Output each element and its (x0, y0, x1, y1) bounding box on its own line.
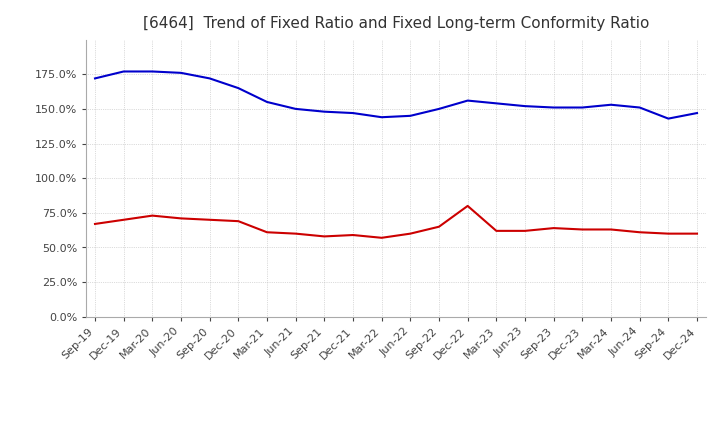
Fixed Long-term Conformity Ratio (348, 232, 357, 238)
Fixed Ratio (521, 103, 529, 109)
Line: Fixed Long-term Conformity Ratio: Fixed Long-term Conformity Ratio (95, 206, 697, 238)
Fixed Ratio (607, 102, 616, 107)
Fixed Ratio (693, 110, 701, 116)
Fixed Ratio (578, 105, 587, 110)
Fixed Ratio (263, 99, 271, 105)
Line: Fixed Ratio: Fixed Ratio (95, 71, 697, 119)
Fixed Long-term Conformity Ratio (521, 228, 529, 234)
Fixed Long-term Conformity Ratio (607, 227, 616, 232)
Fixed Ratio (120, 69, 128, 74)
Fixed Ratio (664, 116, 672, 121)
Fixed Long-term Conformity Ratio (176, 216, 185, 221)
Fixed Ratio (406, 113, 415, 118)
Fixed Long-term Conformity Ratio (693, 231, 701, 236)
Fixed Ratio (435, 106, 444, 111)
Fixed Long-term Conformity Ratio (549, 225, 558, 231)
Fixed Ratio (320, 109, 328, 114)
Fixed Ratio (205, 76, 214, 81)
Fixed Long-term Conformity Ratio (234, 219, 243, 224)
Fixed Long-term Conformity Ratio (263, 230, 271, 235)
Fixed Ratio (464, 98, 472, 103)
Fixed Ratio (176, 70, 185, 76)
Fixed Long-term Conformity Ratio (492, 228, 500, 234)
Fixed Long-term Conformity Ratio (406, 231, 415, 236)
Fixed Ratio (348, 110, 357, 116)
Fixed Long-term Conformity Ratio (435, 224, 444, 229)
Fixed Long-term Conformity Ratio (91, 221, 99, 227)
Fixed Long-term Conformity Ratio (635, 230, 644, 235)
Fixed Long-term Conformity Ratio (664, 231, 672, 236)
Fixed Ratio (292, 106, 300, 111)
Fixed Long-term Conformity Ratio (120, 217, 128, 222)
Fixed Long-term Conformity Ratio (292, 231, 300, 236)
Fixed Ratio (148, 69, 157, 74)
Fixed Long-term Conformity Ratio (578, 227, 587, 232)
Fixed Long-term Conformity Ratio (320, 234, 328, 239)
Fixed Ratio (234, 85, 243, 91)
Fixed Long-term Conformity Ratio (464, 203, 472, 209)
Fixed Ratio (91, 76, 99, 81)
Fixed Ratio (549, 105, 558, 110)
Fixed Long-term Conformity Ratio (205, 217, 214, 222)
Fixed Ratio (635, 105, 644, 110)
Fixed Ratio (492, 101, 500, 106)
Fixed Ratio (377, 114, 386, 120)
Fixed Long-term Conformity Ratio (148, 213, 157, 218)
Fixed Long-term Conformity Ratio (377, 235, 386, 240)
Title: [6464]  Trend of Fixed Ratio and Fixed Long-term Conformity Ratio: [6464] Trend of Fixed Ratio and Fixed Lo… (143, 16, 649, 32)
